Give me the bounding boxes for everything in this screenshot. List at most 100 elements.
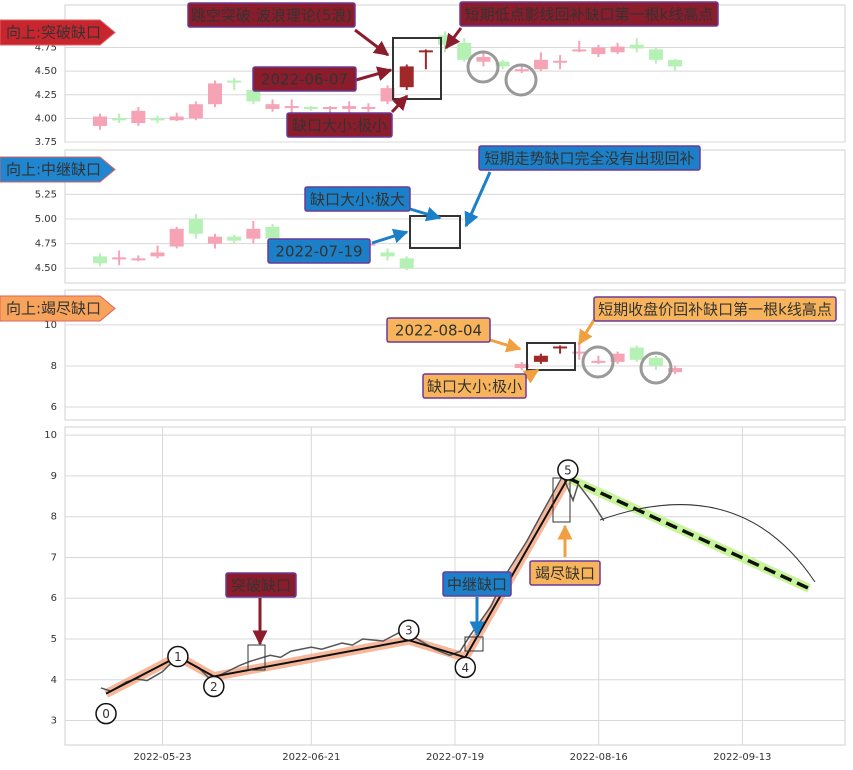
panel-label: 向上:突破缺口 bbox=[6, 24, 101, 42]
y-tick-label: 4.25 bbox=[35, 90, 57, 101]
candle-body bbox=[610, 46, 625, 53]
highlight-circle bbox=[639, 351, 673, 385]
candle-body bbox=[303, 107, 318, 110]
candle-body bbox=[112, 118, 127, 121]
y-tick-label: 6 bbox=[51, 593, 57, 604]
panel-frame bbox=[64, 289, 846, 421]
arrow bbox=[371, 228, 409, 245]
candle-body bbox=[629, 44, 644, 49]
annotation-box bbox=[529, 560, 601, 586]
candle-body bbox=[572, 49, 587, 52]
candle-body bbox=[533, 355, 548, 362]
y-tick-label: 4.75 bbox=[35, 239, 57, 250]
panel-label: 向上:中继缺口 bbox=[6, 161, 101, 179]
wave-point bbox=[95, 702, 117, 725]
candle-body bbox=[169, 116, 184, 121]
candle-body bbox=[208, 236, 223, 244]
arrow bbox=[464, 171, 492, 228]
annotation-box bbox=[267, 238, 371, 264]
y-tick-label: 6 bbox=[51, 402, 57, 413]
candle-body bbox=[227, 236, 242, 241]
candle-body bbox=[323, 107, 338, 110]
wave-label: 3 bbox=[405, 624, 413, 638]
annotation-box bbox=[286, 112, 393, 138]
candle-body bbox=[169, 228, 184, 247]
candle-body bbox=[131, 110, 146, 124]
annotation-box bbox=[187, 2, 356, 28]
x-tick-label: 2022-09-13 bbox=[713, 752, 771, 763]
candle-body bbox=[418, 50, 433, 53]
candle-body bbox=[246, 90, 261, 102]
wave-point bbox=[557, 459, 579, 481]
annotation: 2022-08-04 bbox=[395, 322, 482, 340]
highlight-circle bbox=[504, 63, 538, 97]
annotation: 2022-07-19 bbox=[275, 243, 362, 261]
annotation: 中继缺口 bbox=[447, 576, 507, 594]
annotation-box bbox=[478, 145, 701, 171]
candle-body bbox=[265, 104, 280, 109]
candle-body bbox=[399, 258, 414, 269]
annotation: 短期收盘价回补缺口第一根k线高点 bbox=[598, 301, 832, 319]
y-tick-label: 4.50 bbox=[35, 263, 57, 274]
y-tick-label: 3.75 bbox=[35, 137, 57, 148]
candle-body bbox=[591, 360, 606, 363]
wave-point bbox=[203, 675, 225, 698]
arrow bbox=[390, 94, 409, 114]
wave-point bbox=[167, 645, 189, 668]
candle-body bbox=[457, 42, 472, 60]
panel-frame bbox=[64, 4, 846, 143]
annotation-box bbox=[386, 317, 491, 343]
annotation-box bbox=[252, 66, 357, 92]
annotation: 缺口大小:极小 bbox=[292, 117, 387, 135]
candle-body bbox=[380, 252, 395, 257]
panel-label-shape bbox=[0, 19, 116, 46]
arrow bbox=[354, 28, 390, 57]
arrow bbox=[489, 337, 522, 353]
arrow bbox=[577, 319, 596, 346]
candle-body bbox=[150, 252, 165, 257]
candle-body bbox=[629, 347, 644, 360]
annotation: 跳空突破:波浪理论(5浪) bbox=[191, 7, 352, 25]
panel-label: 向上:竭尽缺口 bbox=[6, 300, 101, 318]
x-tick-label: 2022-08-16 bbox=[570, 752, 628, 763]
projection-line bbox=[567, 476, 810, 591]
candle-body bbox=[93, 116, 107, 126]
candle-body bbox=[284, 106, 299, 109]
annotation: 2022-06-07 bbox=[261, 71, 348, 89]
candle-body bbox=[668, 59, 683, 67]
y-tick-label: 3 bbox=[51, 716, 57, 727]
annotation-layer: 向上:突破缺口 跳空突破:波浪理论(5浪) 短期低点影线回补缺口第一根k线高点 202… bbox=[0, 1, 837, 725]
annotation-box bbox=[422, 373, 527, 399]
candle-body bbox=[93, 256, 107, 264]
candle-body bbox=[227, 80, 242, 83]
wave-point bbox=[398, 619, 420, 641]
y-tick-label: 4.00 bbox=[35, 113, 57, 124]
candle-body bbox=[591, 47, 606, 55]
projection-arc bbox=[599, 504, 816, 583]
candle-body bbox=[438, 35, 453, 45]
decorations bbox=[247, 27, 816, 671]
wave-label: 4 bbox=[461, 661, 469, 675]
candle-body bbox=[668, 368, 683, 373]
y-tick-label: 8 bbox=[51, 512, 57, 523]
panel-label-shape bbox=[0, 156, 116, 183]
candle-body bbox=[150, 118, 165, 121]
candle-body bbox=[648, 357, 663, 366]
y-tick-label: 10 bbox=[44, 320, 57, 331]
candle-body bbox=[648, 49, 663, 60]
highlight-circle bbox=[581, 345, 615, 379]
candle-body bbox=[265, 226, 280, 239]
candle-body bbox=[533, 59, 548, 70]
y-tick-label: 9 bbox=[51, 471, 57, 482]
arrow bbox=[355, 66, 393, 82]
annotation: 短期低点影线回补缺口第一根k线高点 bbox=[465, 6, 714, 24]
annotation: 短期走势缺口完全没有出现回补 bbox=[484, 150, 694, 168]
candle-body bbox=[553, 60, 568, 63]
arrow bbox=[409, 206, 442, 222]
y-tick-label: 4 bbox=[51, 675, 57, 686]
y-tick-label: 5.00 bbox=[35, 214, 57, 225]
wave-label: 1 bbox=[174, 650, 182, 664]
annotation-box bbox=[459, 1, 719, 27]
candle-body bbox=[246, 228, 261, 239]
